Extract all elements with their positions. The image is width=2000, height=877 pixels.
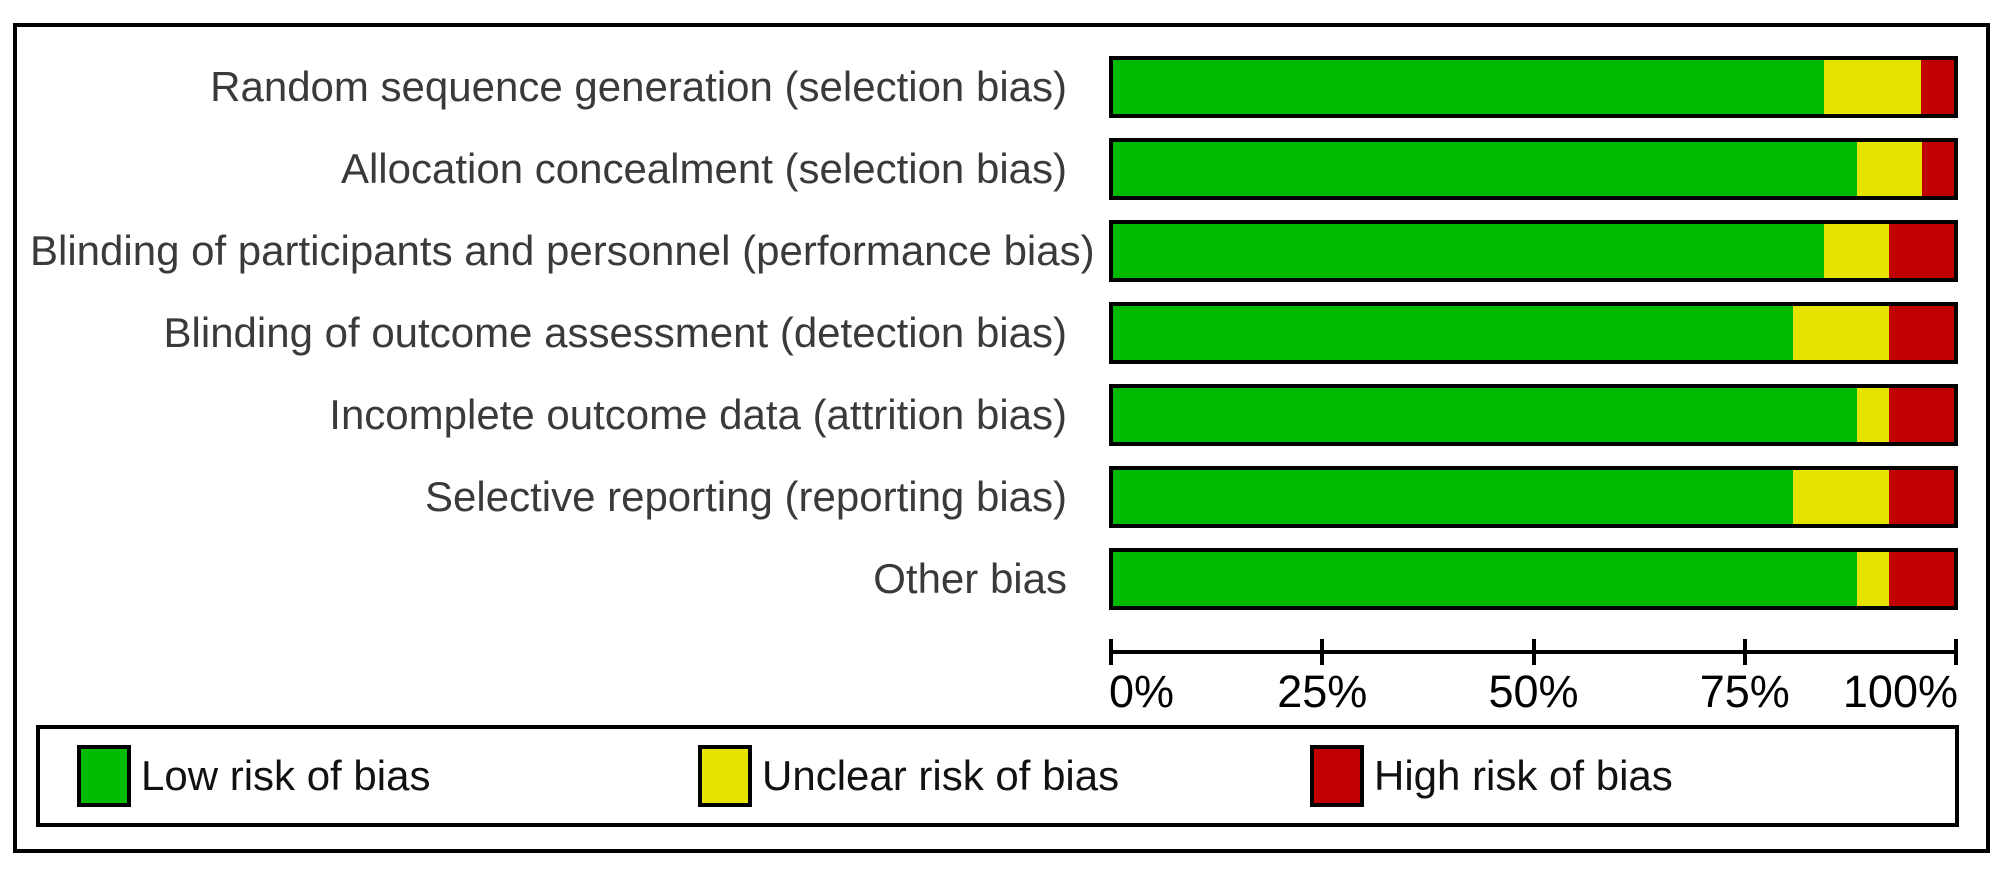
high-risk-segment — [1889, 224, 1954, 278]
bias-row: Random sequence generation (selection bi… — [0, 56, 2000, 118]
bias-row: Blinding of outcome assessment (detectio… — [0, 302, 2000, 364]
legend-swatch-high — [1310, 745, 1364, 807]
category-label: Blinding of outcome assessment (detectio… — [163, 309, 1067, 356]
low-risk-segment — [1113, 142, 1858, 196]
stacked-bar — [1109, 56, 1958, 118]
bias-row: Selective reporting (reporting bias) — [0, 466, 2000, 528]
legend-item: High risk of bias — [1310, 729, 1673, 823]
bias-row: Other bias — [0, 548, 2000, 610]
high-risk-segment — [1922, 142, 1954, 196]
unclear-risk-segment — [1857, 552, 1890, 606]
category-label: Other bias — [873, 555, 1067, 602]
low-risk-segment — [1113, 224, 1825, 278]
legend-box: Low risk of bias Unclear risk of bias High… — [36, 725, 1959, 827]
stacked-bar — [1109, 384, 1958, 446]
legend-label: Low risk of bias — [141, 752, 431, 799]
low-risk-segment — [1113, 388, 1858, 442]
stacked-bar — [1109, 302, 1958, 364]
legend-swatch-low — [77, 745, 131, 807]
bias-row: Blinding of participants and personnel (… — [0, 220, 2000, 282]
high-risk-segment — [1921, 60, 1954, 114]
axis-tick-label: 0% — [1109, 666, 1175, 717]
bias-row: Incomplete outcome data (attrition bias) — [0, 384, 2000, 446]
legend-label: Unclear risk of bias — [762, 752, 1120, 799]
axis-tick — [1320, 639, 1325, 665]
unclear-risk-segment — [1792, 470, 1890, 524]
bias-row: Allocation concealment (selection bias) — [0, 138, 2000, 200]
legend-swatch-unclear — [698, 745, 752, 807]
category-label: Random sequence generation (selection bi… — [210, 63, 1067, 110]
category-label: Selective reporting (reporting bias) — [425, 473, 1067, 520]
stacked-bar — [1109, 466, 1958, 528]
high-risk-segment — [1889, 306, 1954, 360]
low-risk-segment — [1113, 552, 1858, 606]
axis-tick-label: 25% — [1277, 666, 1368, 717]
legend-item: Low risk of bias — [77, 729, 430, 823]
axis-tick — [1531, 639, 1536, 665]
unclear-risk-segment — [1824, 60, 1922, 114]
axis-tick-label: 50% — [1488, 666, 1579, 717]
low-risk-segment — [1113, 60, 1825, 114]
unclear-risk-segment — [1792, 306, 1890, 360]
category-label: Allocation concealment (selection bias) — [340, 145, 1067, 192]
axis-tick — [1742, 639, 1747, 665]
stacked-bar — [1109, 138, 1958, 200]
unclear-risk-segment — [1824, 224, 1890, 278]
category-label: Incomplete outcome data (attrition bias) — [329, 391, 1067, 438]
low-risk-segment — [1113, 306, 1793, 360]
unclear-risk-segment — [1857, 142, 1923, 196]
category-label: Blinding of participants and personnel (… — [30, 227, 1095, 274]
high-risk-segment — [1889, 552, 1954, 606]
legend-item: Unclear risk of bias — [698, 729, 1119, 823]
high-risk-segment — [1889, 388, 1954, 442]
stacked-bar — [1109, 548, 1958, 610]
low-risk-segment — [1113, 470, 1793, 524]
legend-label: High risk of bias — [1374, 752, 1673, 799]
high-risk-segment — [1889, 470, 1954, 524]
axis-tick-label: 100% — [1842, 666, 1958, 717]
unclear-risk-segment — [1857, 388, 1890, 442]
axis-tick — [1109, 639, 1113, 665]
stacked-bar — [1109, 220, 1958, 282]
axis-tick-label: 75% — [1699, 666, 1790, 717]
axis-tick — [1954, 639, 1958, 665]
